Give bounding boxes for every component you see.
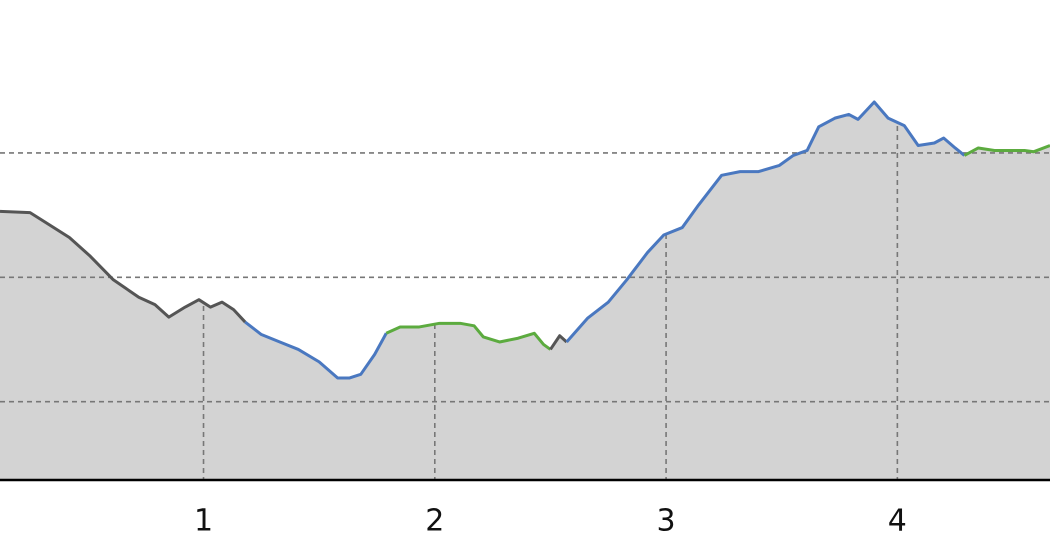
profile-line bbox=[565, 100, 966, 343]
x-tick-label: 1 bbox=[194, 504, 213, 539]
profile-line bbox=[549, 334, 568, 351]
profile-line bbox=[244, 320, 388, 380]
profile-line bbox=[963, 144, 1050, 157]
x-tick-label: 4 bbox=[888, 504, 907, 539]
profile-line bbox=[0, 209, 247, 324]
x-tick-label: 3 bbox=[657, 504, 676, 539]
x-tick-label: 2 bbox=[425, 504, 444, 539]
profile-line bbox=[385, 321, 552, 351]
area-fill bbox=[0, 101, 1050, 481]
